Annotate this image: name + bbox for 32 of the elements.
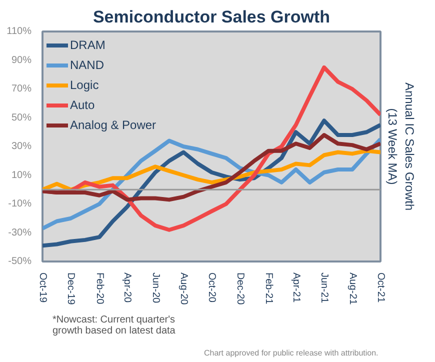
y-tick-label: 70%: [11, 84, 32, 94]
y-tick-label: 90%: [11, 54, 32, 66]
legend-label: NAND: [70, 58, 104, 72]
y-tick-label: -10%: [8, 198, 32, 210]
y-axis-title: Annual IC Sales Growth (13 Week MA): [386, 82, 416, 211]
x-tick-label: Feb-20: [94, 272, 105, 305]
line-series: [42, 133, 380, 202]
x-tick-label: Dec-19: [65, 272, 76, 306]
y-tick-label: 30%: [11, 141, 32, 152]
y-tick-label: 110%: [6, 26, 32, 37]
x-tick-label: Feb-21: [263, 272, 274, 305]
x-tick-label: Jun-21: [318, 272, 330, 304]
legend-label: Logic: [70, 78, 99, 92]
x-tick-label: Oct-21: [375, 272, 386, 303]
text: *Nowcast: Current quarter's growth based on latest data: [52, 314, 176, 336]
x-tick-label: Apr-21: [290, 272, 302, 303]
y-tick-label: 10%: [11, 170, 32, 181]
legend-label: Auto: [70, 98, 95, 112]
chart-title: Semiconductor Sales Growth: [92, 8, 330, 26]
y-tick-label: 50%: [11, 112, 32, 124]
x-tick-label: Aug-21: [346, 272, 358, 306]
y-tick-label: -50%: [8, 256, 32, 267]
x-tick-label: Oct-20: [206, 272, 218, 303]
y-tick-label: -30%: [8, 227, 32, 238]
x-tick-label: Aug-20: [178, 272, 190, 306]
x-tick-label: Apr-20: [122, 272, 133, 303]
x-tick-label: Dec-20: [234, 272, 246, 306]
text: Chart approved for public release with attribution.: [204, 348, 378, 358]
legend-label: DRAM: [70, 38, 106, 52]
x-tick-label: Oct-19: [37, 272, 48, 303]
x-tick-label: Jun-20: [150, 272, 161, 304]
legend-label: Analog & Power: [70, 118, 156, 132]
